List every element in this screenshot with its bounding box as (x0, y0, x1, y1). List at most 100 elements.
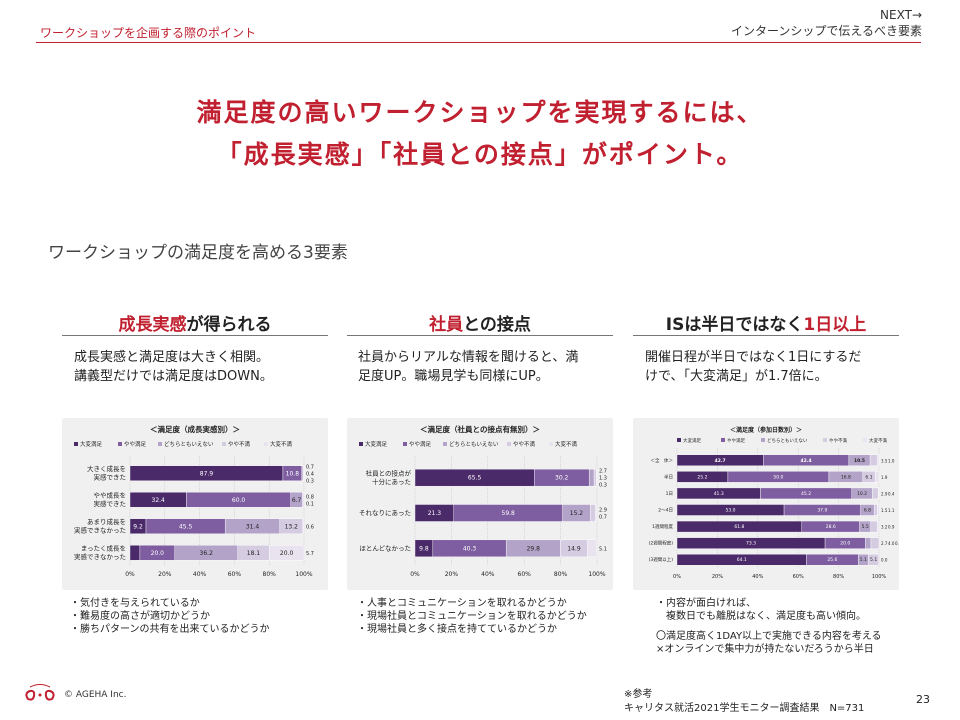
next-label: NEXT→ (880, 8, 922, 22)
x-tick-label: 40% (481, 571, 495, 578)
bar-value-label: 10.8 (286, 470, 300, 477)
small-value-label: 1.5 (881, 508, 888, 513)
x-tick-label: 20% (445, 571, 459, 578)
column-title-duration: ISは半日ではなく1日以上 (633, 310, 899, 336)
bar-value-label: 9.8 (419, 545, 429, 552)
note-line: ・難易度の高さが適切かどうか (70, 611, 210, 622)
legend-swatch (359, 442, 363, 446)
legend-label: 大変満足 (365, 440, 388, 448)
legend-swatch (721, 438, 725, 442)
legend-swatch (443, 442, 447, 446)
next-section-link[interactable]: NEXT→ インターンシップで伝えるべき要素 (731, 7, 922, 39)
bar-value-label: 6.7 (292, 497, 302, 504)
legend-swatch (222, 442, 226, 446)
notes-duration: ・内容が面白ければ、 複数日でも離脱はなく、満足度も高い傾向。 〇満足度高く1D… (656, 597, 882, 656)
bar-segment (595, 504, 598, 522)
ageha-logo-icon (22, 683, 58, 709)
category-label: ほとんどなかった (359, 545, 411, 553)
bar-value-label: 5.5 (862, 524, 869, 530)
x-tick-label: 80% (833, 574, 844, 580)
small-value-label: 0.0 (881, 558, 888, 563)
small-value-label: 1.3 (599, 476, 607, 482)
category-label: ＜全 体＞ (651, 457, 674, 464)
category-label: 実感できた (94, 499, 127, 508)
legend-swatch (74, 442, 78, 446)
bar-value-label: 53.0 (726, 508, 736, 514)
note-line (656, 623, 882, 630)
bar-value-label: 37.9 (817, 508, 827, 514)
next-title: インターンシップで伝えるべき要素 (730, 24, 922, 38)
bar-segment (302, 492, 305, 508)
bar-segment (590, 504, 596, 522)
bar-value-label: 61.8 (734, 524, 744, 530)
desc-line: 成長実感と満足度は大きく相関。 (74, 350, 270, 365)
small-value-label: 0.6 (306, 524, 314, 530)
header-divider (36, 42, 921, 43)
category-label: 実感できた (94, 473, 127, 482)
source-label: ※参考 (624, 689, 653, 700)
small-value-label: 0.0 (895, 541, 899, 546)
bar-value-label: 13.2 (285, 523, 299, 530)
x-tick-label: 40% (752, 574, 763, 580)
headline-line1: 満足度の高いワークショップを実現するには、 (196, 98, 764, 127)
column-desc-employees: 社員からリアルな情報を聞けると、満 足度UP。職場見学も同様にUP。 (358, 348, 578, 386)
category-label: 1日 (666, 491, 673, 497)
category-label: それなりにあった (359, 509, 411, 517)
bar-value-label: 25.6 (827, 557, 837, 563)
bar-segment (596, 468, 598, 487)
legend-label: やや満足 (124, 440, 147, 448)
small-value-label: 0.4 (888, 491, 895, 496)
legend-swatch (264, 442, 268, 446)
legend-label: やや不満 (513, 440, 536, 448)
desc-line: 社員からリアルな情報を聞けると、満 (358, 350, 579, 365)
legend-swatch (761, 438, 765, 442)
small-value-label: 4.0 (888, 541, 895, 546)
column-desc-growth: 成長実感と満足度は大きく相関。 講義型だけでは満足度はDOWN。 (74, 348, 273, 386)
column-title-text: との接点 (463, 315, 531, 335)
category-label: 社員との接点が (366, 469, 412, 478)
bar-segment (872, 487, 879, 500)
bar-segment (870, 520, 878, 533)
small-value-label: 2.7 (881, 541, 888, 546)
subheading: ワークショップの満足度を高める3要素 (48, 243, 348, 263)
bar-value-label: 65.5 (468, 475, 482, 482)
chart-growth: ＜満足度（成長実感別）＞ 大変満足 やや満足 どちらともいえない やや不満 大変不満 0% 2… (62, 418, 328, 590)
chart-employees: ＜満足度（社員との接点有無別）＞ 大変満足 やや満足 どちらともいえない やや不満 大変不… (347, 418, 613, 590)
bar-value-label: 20.0 (151, 550, 165, 557)
category-label: (3週間以上) (649, 556, 674, 563)
bar-segment (868, 554, 879, 566)
bar-value-label: 87.9 (200, 470, 214, 477)
desc-line: 講義型だけでは満足度はDOWN。 (74, 369, 273, 384)
x-tick-label: 100% (872, 574, 887, 580)
bar-value-label: 6.8 (864, 508, 871, 514)
bar-segment (865, 537, 872, 549)
bar-value-label: 15.2 (570, 510, 584, 517)
x-tick-label: 0% (410, 571, 420, 578)
bar-value-label: 64.1 (737, 557, 747, 563)
chart-growth-svg: ＜満足度（成長実感別）＞ 大変満足 やや満足 どちらともいえない やや不満 大変不満 0% 2… (74, 424, 314, 578)
category-label: 2～4日 (658, 508, 673, 514)
x-tick-label: 60% (228, 571, 242, 578)
category-label: 実感できなかった (74, 526, 126, 535)
small-value-label: 3.5 (881, 458, 888, 463)
bar-value-label: 42.7 (715, 458, 726, 464)
legend-label: やや満足 (727, 437, 745, 444)
legend-label: やや不満 (829, 437, 847, 444)
small-value-label: 0.7 (599, 515, 607, 521)
x-tick-label: 60% (793, 574, 804, 580)
bar-value-label: 59.8 (502, 510, 516, 517)
bar-value-label: 14.9 (567, 545, 581, 552)
bar-segment (876, 520, 880, 533)
bar-value-label: 45.5 (179, 523, 193, 530)
category-label: 十分にあった (372, 477, 411, 486)
legend-label: 大変満足 (683, 437, 701, 444)
desc-line: 足度UP。職場見学も同様にUP。 (358, 369, 549, 384)
note-line: ・気付きを与えられているか (70, 598, 200, 609)
small-value-label: 1.1 (888, 508, 895, 513)
bar-value-label: 18.1 (247, 550, 261, 557)
legend-swatch (403, 442, 407, 446)
small-value-label: 5.1 (599, 546, 607, 552)
bar-value-label: 29.8 (527, 545, 541, 552)
x-tick-label: 100% (295, 571, 312, 578)
small-value-label: 0.3 (306, 478, 314, 484)
